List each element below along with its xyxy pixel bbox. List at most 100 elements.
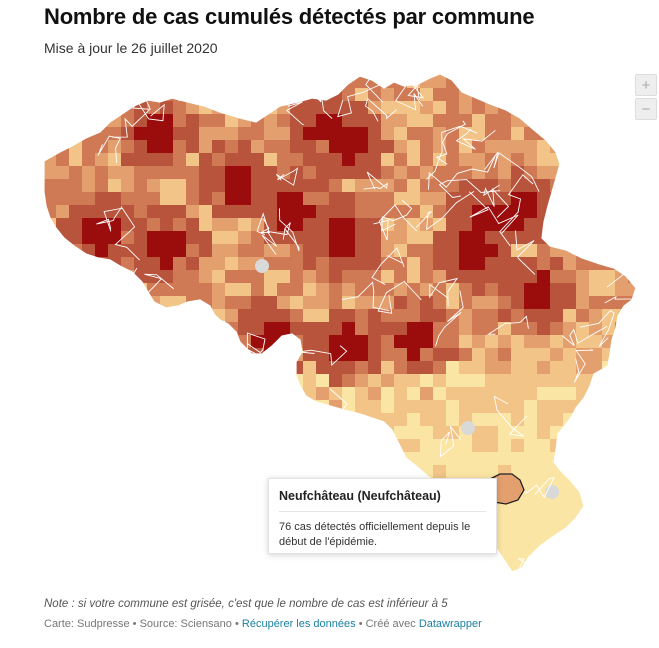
commune-region[interactable]: [459, 244, 472, 257]
commune-region[interactable]: [342, 192, 355, 205]
commune-region[interactable]: [43, 75, 56, 88]
commune-region[interactable]: [30, 465, 43, 478]
commune-region[interactable]: [329, 296, 342, 309]
commune-region[interactable]: [69, 114, 82, 127]
commune-region[interactable]: [160, 231, 173, 244]
commune-region[interactable]: [589, 426, 602, 439]
commune-region[interactable]: [433, 127, 446, 140]
commune-region[interactable]: [498, 75, 511, 88]
commune-region[interactable]: [537, 452, 550, 465]
commune-region[interactable]: [108, 569, 121, 582]
commune-region[interactable]: [511, 270, 524, 283]
commune-region[interactable]: [433, 322, 446, 335]
commune-region[interactable]: [30, 114, 43, 127]
commune-region[interactable]: [602, 517, 615, 530]
commune-region[interactable]: [251, 413, 264, 426]
commune-region[interactable]: [251, 231, 264, 244]
commune-region[interactable]: [69, 465, 82, 478]
commune-region[interactable]: [589, 75, 602, 88]
commune-region[interactable]: [212, 75, 225, 88]
commune-region[interactable]: [524, 387, 537, 400]
commune-region[interactable]: [381, 244, 394, 257]
commune-region[interactable]: [407, 452, 420, 465]
commune-region[interactable]: [173, 439, 186, 452]
commune-region[interactable]: [251, 543, 264, 556]
commune-region[interactable]: [407, 257, 420, 270]
commune-region[interactable]: [69, 335, 82, 348]
commune-region[interactable]: [563, 387, 576, 400]
commune-region[interactable]: [134, 413, 147, 426]
commune-region[interactable]: [602, 205, 615, 218]
commune-region[interactable]: [589, 88, 602, 101]
commune-region[interactable]: [290, 270, 303, 283]
commune-region[interactable]: [589, 218, 602, 231]
commune-region[interactable]: [394, 322, 407, 335]
commune-region[interactable]: [121, 530, 134, 543]
commune-region[interactable]: [628, 400, 641, 413]
commune-region[interactable]: [446, 465, 459, 478]
commune-region[interactable]: [589, 62, 602, 75]
commune-region[interactable]: [238, 452, 251, 465]
commune-region[interactable]: [69, 179, 82, 192]
commune-region[interactable]: [589, 478, 602, 491]
commune-region[interactable]: [563, 361, 576, 374]
commune-region[interactable]: [381, 400, 394, 413]
commune-region[interactable]: [56, 179, 69, 192]
commune-region[interactable]: [160, 569, 173, 582]
commune-region[interactable]: [134, 309, 147, 322]
commune-region[interactable]: [420, 569, 433, 582]
commune-region[interactable]: [589, 439, 602, 452]
commune-region[interactable]: [290, 465, 303, 478]
commune-region[interactable]: [30, 231, 43, 244]
commune-region[interactable]: [69, 556, 82, 569]
commune-region[interactable]: [342, 153, 355, 166]
commune-region[interactable]: [563, 400, 576, 413]
commune-region[interactable]: [589, 530, 602, 543]
commune-region[interactable]: [355, 348, 368, 361]
commune-region[interactable]: [368, 179, 381, 192]
commune-region[interactable]: [563, 166, 576, 179]
commune-region[interactable]: [485, 322, 498, 335]
commune-region[interactable]: [576, 517, 589, 530]
commune-region[interactable]: [524, 374, 537, 387]
commune-region[interactable]: [433, 231, 446, 244]
commune-region[interactable]: [472, 75, 485, 88]
commune-region[interactable]: [69, 439, 82, 452]
commune-region[interactable]: [563, 192, 576, 205]
commune-region[interactable]: [212, 283, 225, 296]
commune-region[interactable]: [238, 374, 251, 387]
commune-region[interactable]: [511, 452, 524, 465]
commune-region[interactable]: [550, 426, 563, 439]
commune-region[interactable]: [160, 530, 173, 543]
commune-region[interactable]: [251, 244, 264, 257]
commune-region[interactable]: [238, 153, 251, 166]
commune-region[interactable]: [381, 192, 394, 205]
datawrapper-link[interactable]: Datawrapper: [418, 618, 482, 630]
commune-region[interactable]: [615, 153, 628, 166]
commune-region[interactable]: [576, 426, 589, 439]
commune-region[interactable]: [147, 322, 160, 335]
commune-region[interactable]: [56, 517, 69, 530]
commune-region[interactable]: [355, 218, 368, 231]
commune-region[interactable]: [381, 270, 394, 283]
commune-region[interactable]: [550, 569, 563, 582]
commune-region[interactable]: [459, 283, 472, 296]
commune-region[interactable]: [30, 361, 43, 374]
commune-region[interactable]: [303, 75, 316, 88]
commune-region[interactable]: [602, 166, 615, 179]
commune-region[interactable]: [225, 257, 238, 270]
commune-region[interactable]: [56, 296, 69, 309]
commune-region[interactable]: [225, 543, 238, 556]
commune-region[interactable]: [407, 153, 420, 166]
commune-region[interactable]: [186, 504, 199, 517]
commune-region[interactable]: [30, 192, 43, 205]
commune-region[interactable]: [186, 114, 199, 127]
commune-region[interactable]: [576, 153, 589, 166]
commune-region[interactable]: [95, 569, 108, 582]
commune-region[interactable]: [589, 335, 602, 348]
commune-region[interactable]: [95, 62, 108, 75]
commune-region[interactable]: [69, 387, 82, 400]
commune-region[interactable]: [550, 127, 563, 140]
commune-region[interactable]: [355, 322, 368, 335]
commune-region[interactable]: [95, 153, 108, 166]
